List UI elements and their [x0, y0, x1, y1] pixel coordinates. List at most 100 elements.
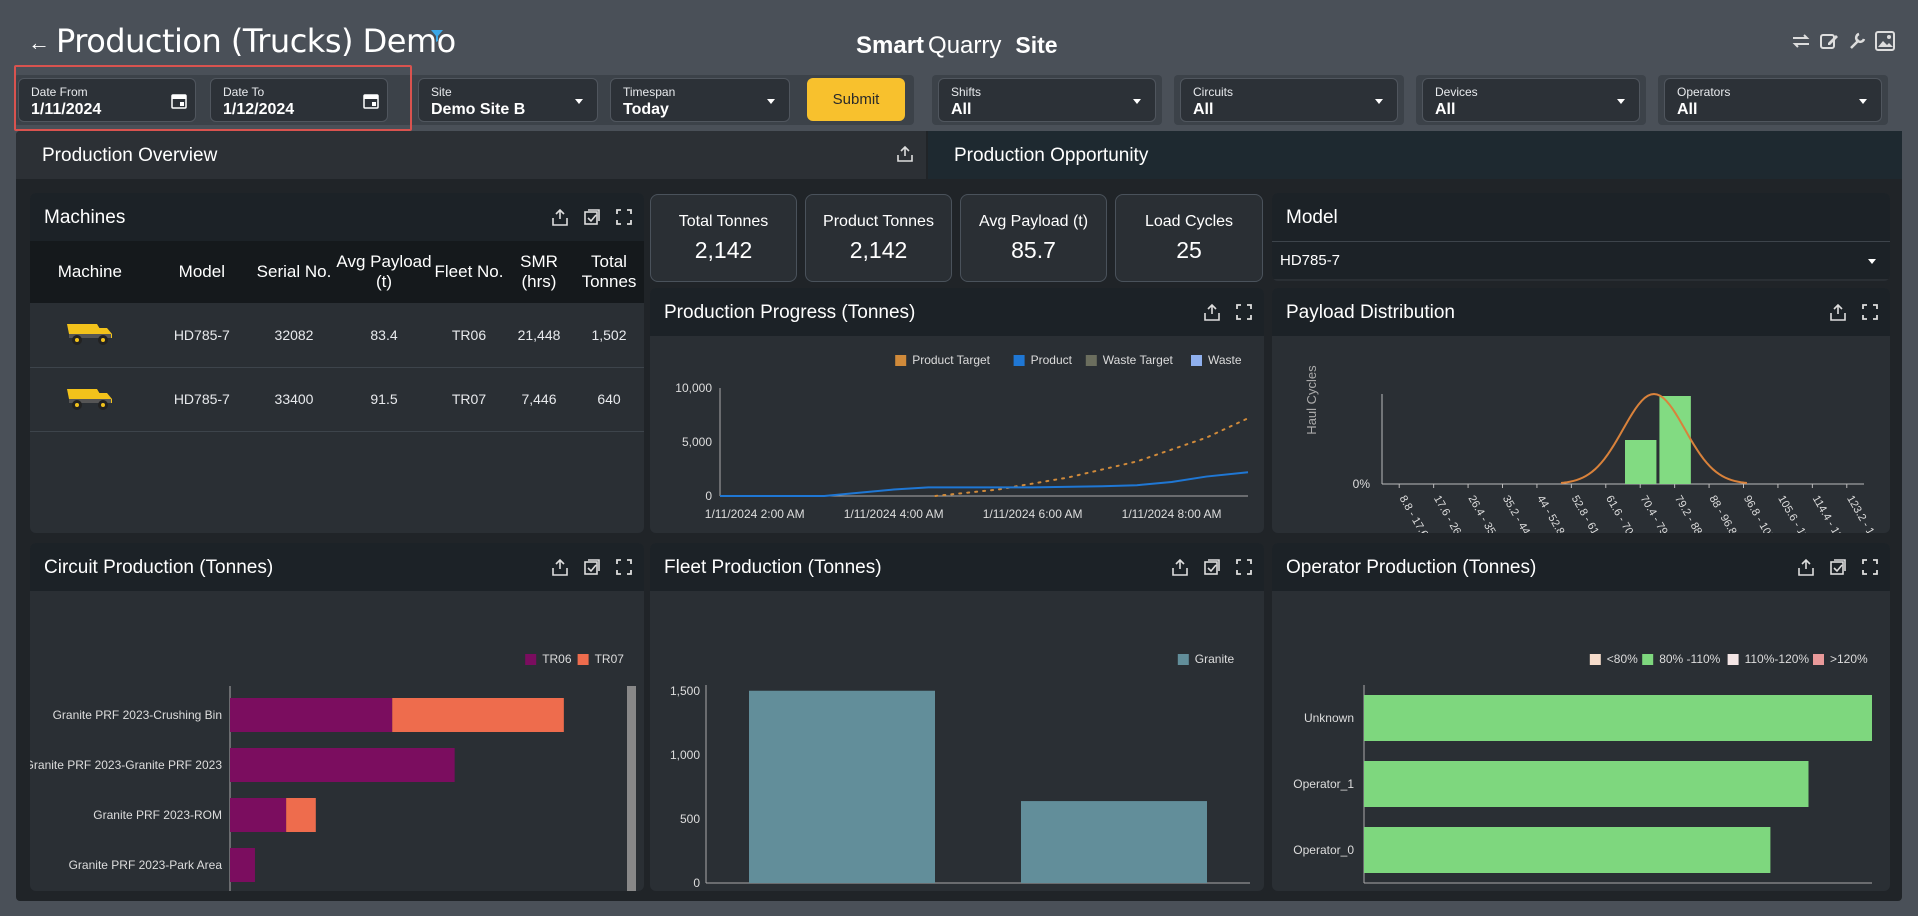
haul-truck-icon: [66, 388, 112, 410]
machines-table: Machine Model Serial No. Avg Payload (t)…: [30, 241, 644, 432]
filter-icon[interactable]: [431, 30, 443, 42]
swap-icon[interactable]: [1790, 30, 1812, 52]
x-tick-label: 17.6 - 26.4: [1431, 494, 1468, 534]
x-tick-label: 1/11/2024 4:00 AM: [844, 507, 944, 521]
operators-select[interactable]: Operators All: [1664, 78, 1882, 122]
devices-select[interactable]: Devices All: [1422, 78, 1640, 122]
legend-label: <80%: [1607, 652, 1638, 666]
haul-truck-icon: [66, 324, 112, 346]
y-tick-label: 0%: [1353, 477, 1371, 491]
export-icon[interactable]: [1828, 302, 1848, 322]
legend-swatch: [1589, 654, 1601, 665]
table-row[interactable]: HD785-7 32082 83.4 TR06 21,448 1,502: [30, 303, 644, 368]
payload-distribution-panel: Payload Distribution Haul Cycles 0% 8.8 - …: [1272, 288, 1890, 533]
legend-label: Granite: [1195, 652, 1235, 666]
filter-group-devices: Devices All: [1416, 75, 1646, 125]
legend-swatch: [577, 654, 589, 665]
x-tick-label: 26.4 - 35.2: [1465, 494, 1502, 534]
legend-swatch: [1085, 355, 1097, 366]
select-icon[interactable]: [582, 207, 602, 227]
column-header[interactable]: Serial No.: [254, 241, 334, 303]
x-tick-label: 1/11/2024 2:00 AM: [705, 507, 805, 521]
circuit-bar: [230, 848, 255, 882]
fullscreen-icon[interactable]: [1234, 302, 1254, 322]
date-from-field[interactable]: Date From 1/11/2024: [18, 78, 196, 122]
legend-label: TR07: [595, 652, 625, 666]
x-tick-label: 44 - 52.8: [1534, 494, 1566, 534]
image-icon[interactable]: [1874, 30, 1896, 52]
circuits-select[interactable]: Circuits All: [1180, 78, 1398, 122]
export-icon[interactable]: [1202, 302, 1222, 322]
export-icon[interactable]: [550, 557, 570, 577]
filter-group-main: Date From 1/11/2024 Date To 1/12/2024 Site…: [14, 65, 914, 131]
site-select[interactable]: Site Demo Site B: [418, 78, 598, 122]
legend-label: Waste Target: [1103, 353, 1174, 367]
column-header[interactable]: SMR (hrs): [504, 241, 574, 303]
x-tick-label: 88 - 96.8: [1706, 494, 1738, 534]
column-header[interactable]: Total Tonnes: [574, 241, 644, 303]
tab-production-overview[interactable]: Production Overview: [16, 131, 926, 179]
export-icon[interactable]: [896, 145, 914, 163]
tools-icon[interactable]: [1846, 30, 1868, 52]
x-tick-label: 52.8 - 61.6: [1569, 494, 1606, 534]
column-header[interactable]: Model: [149, 241, 254, 303]
operator-production-chart: <80%80% -110%110%-120%>120%0200400600800…: [1293, 652, 1872, 884]
edit-icon[interactable]: [1818, 30, 1840, 52]
kpi-avg-payload: Avg Payload (t) 85.7: [960, 194, 1107, 282]
timespan-select[interactable]: Timespan Today: [610, 78, 790, 122]
circuit-production-panel: Circuit Production (Tonnes) TR06 TR07 0 250…: [30, 543, 644, 891]
operator-production-panel: Operator Production (Tonnes) <80% 80% -11…: [1272, 543, 1890, 891]
kpi-total-tonnes: Total Tonnes 2,142: [650, 194, 797, 282]
operator-bar: [1364, 827, 1771, 873]
legend-label: Product: [1031, 353, 1073, 367]
export-icon[interactable]: [1170, 557, 1190, 577]
y-tick-label: Granite PRF 2023-Granite PRF 2023: [30, 758, 222, 772]
calendar-icon[interactable]: [171, 93, 187, 109]
y-tick-label: Granite PRF 2023-Crushing Bin: [53, 708, 222, 722]
x-tick-label: 96.8 - 105.6: [1741, 494, 1781, 534]
fullscreen-icon[interactable]: [1234, 557, 1254, 577]
submit-button[interactable]: Submit: [807, 78, 905, 121]
x-tick-label: 8.8 - 17.6: [1397, 494, 1431, 534]
column-header[interactable]: Avg Payload (t): [334, 241, 434, 303]
fullscreen-icon[interactable]: [1860, 302, 1880, 322]
fleet-production-panel: Fleet Production (Tonnes) Granite 0 500 1,0…: [650, 543, 1264, 891]
fullscreen-icon[interactable]: [1860, 557, 1880, 577]
x-tick-label: 1/11/2024 6:00 AM: [983, 507, 1083, 521]
shifts-select[interactable]: Shifts All: [938, 78, 1156, 122]
kpi-load-cycles: Load Cycles 25: [1115, 194, 1263, 282]
distribution-curve: [1560, 392, 1748, 484]
x-tick-label: 35.2 - 44: [1500, 494, 1532, 534]
circuit-bar: [230, 698, 393, 732]
fullscreen-icon[interactable]: [614, 557, 634, 577]
y-tick-label: 10,000: [675, 381, 712, 395]
y-tick-label: Unknown: [1304, 711, 1354, 725]
select-icon[interactable]: [1828, 557, 1848, 577]
circuit-bar: [392, 698, 564, 732]
legend-swatch: [1191, 355, 1202, 366]
chevron-down-icon: [575, 99, 583, 104]
series-line: [934, 417, 1249, 497]
table-row[interactable]: HD785-7 33400 91.5 TR07 7,446 640: [30, 367, 644, 432]
fullscreen-icon[interactable]: [614, 207, 634, 227]
model-select[interactable]: HD785-7: [1272, 241, 1890, 279]
calendar-icon[interactable]: [363, 93, 379, 109]
column-header[interactable]: Fleet No.: [434, 241, 504, 303]
date-to-field[interactable]: Date To 1/12/2024: [210, 78, 388, 122]
y-tick-label: 1,500: [670, 684, 700, 698]
scrollbar: [627, 686, 636, 891]
legend-swatch: [1642, 654, 1654, 665]
operator-bar: [1364, 695, 1872, 741]
circuit-bar: [230, 748, 455, 782]
column-header[interactable]: Machine: [30, 241, 150, 303]
export-icon[interactable]: [550, 207, 570, 227]
select-icon[interactable]: [1202, 557, 1222, 577]
legend-label: Product Target: [912, 353, 990, 367]
page-header: ← Production (Trucks) Demo Smart Quarry Si…: [0, 0, 1918, 72]
tab-production-opportunity[interactable]: Production Opportunity: [928, 131, 1902, 179]
select-icon[interactable]: [582, 557, 602, 577]
legend-swatch: [1727, 654, 1739, 665]
back-arrow-icon[interactable]: ←: [28, 30, 50, 55]
export-icon[interactable]: [1796, 557, 1816, 577]
